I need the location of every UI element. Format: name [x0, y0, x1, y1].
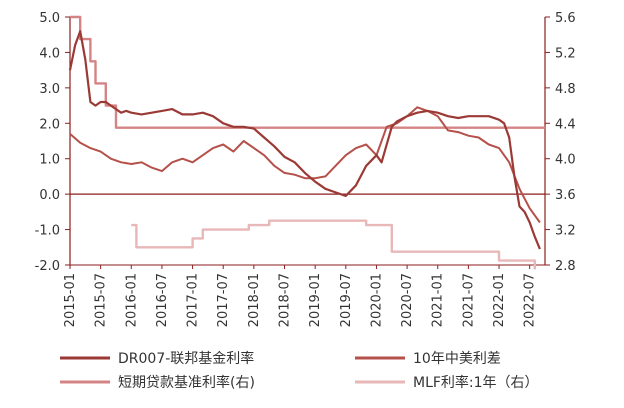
right-tick-label: 3.2 — [555, 224, 576, 239]
x-tick-label: 2017-01 — [186, 273, 201, 327]
legend-label-4: MLF利率:1年（右） — [413, 374, 539, 391]
legend-label-3: 短期贷款基准利率(右) — [118, 374, 255, 391]
x-tick-label: 2018-07 — [278, 273, 293, 327]
legend-label-2: 10年中美利差 — [413, 351, 501, 367]
x-tick-label: 2015-07 — [94, 273, 109, 327]
right-tick-label: 4.8 — [555, 82, 576, 97]
series-line-4 — [131, 219, 536, 270]
left-tick-label: 1.0 — [39, 153, 60, 168]
left-tick-label: 4.0 — [39, 46, 60, 61]
x-tick-label: 2020-01 — [369, 273, 384, 327]
left-tick-label: 5.0 — [39, 11, 60, 26]
series-line-3 — [70, 15, 545, 129]
x-tick-label: 2017-07 — [216, 273, 231, 327]
x-tick-label: 2016-07 — [155, 273, 170, 327]
right-tick-label: 3.6 — [555, 188, 576, 203]
x-tick-label: 2019-01 — [308, 273, 323, 327]
left-tick-label: -2.0 — [35, 259, 60, 274]
x-tick-label: 2021-01 — [431, 273, 446, 327]
chart-axes: 5.0 4.0 3.0 2.0 1.0 0.0 -1.0 -2.0 5.6 5.2 4.8 4.4 4.… — [35, 11, 576, 327]
left-tick-label: 2.0 — [39, 117, 60, 132]
x-tick-label: 2021-07 — [461, 273, 476, 327]
x-tick-label: 2016-01 — [124, 273, 139, 327]
series-layer — [68, 15, 545, 270]
x-tick-label: 2015-01 — [63, 273, 78, 327]
x-tick-label: 2019-07 — [339, 273, 354, 327]
right-tick-label: 2.8 — [555, 259, 576, 274]
left-tick-label: 0.0 — [39, 188, 60, 203]
x-tick-label: 2020-07 — [400, 273, 415, 327]
series-line-2 — [69, 106, 541, 224]
right-tick-label: 4.4 — [555, 117, 576, 132]
x-tick-label: 2022-01 — [492, 273, 507, 327]
x-tick-label: 2022-07 — [523, 273, 538, 327]
left-tick-label: -1.0 — [35, 224, 60, 239]
x-tick-label: 2018-01 — [247, 273, 262, 327]
series-line-1 — [68, 30, 541, 250]
right-tick-label: 5.2 — [555, 46, 576, 61]
right-tick-label: 4.0 — [555, 153, 576, 168]
legend-label-1: DR007-联邦基金利率 — [118, 350, 254, 367]
right-tick-label: 5.6 — [555, 11, 576, 26]
left-tick-label: 3.0 — [39, 82, 60, 97]
